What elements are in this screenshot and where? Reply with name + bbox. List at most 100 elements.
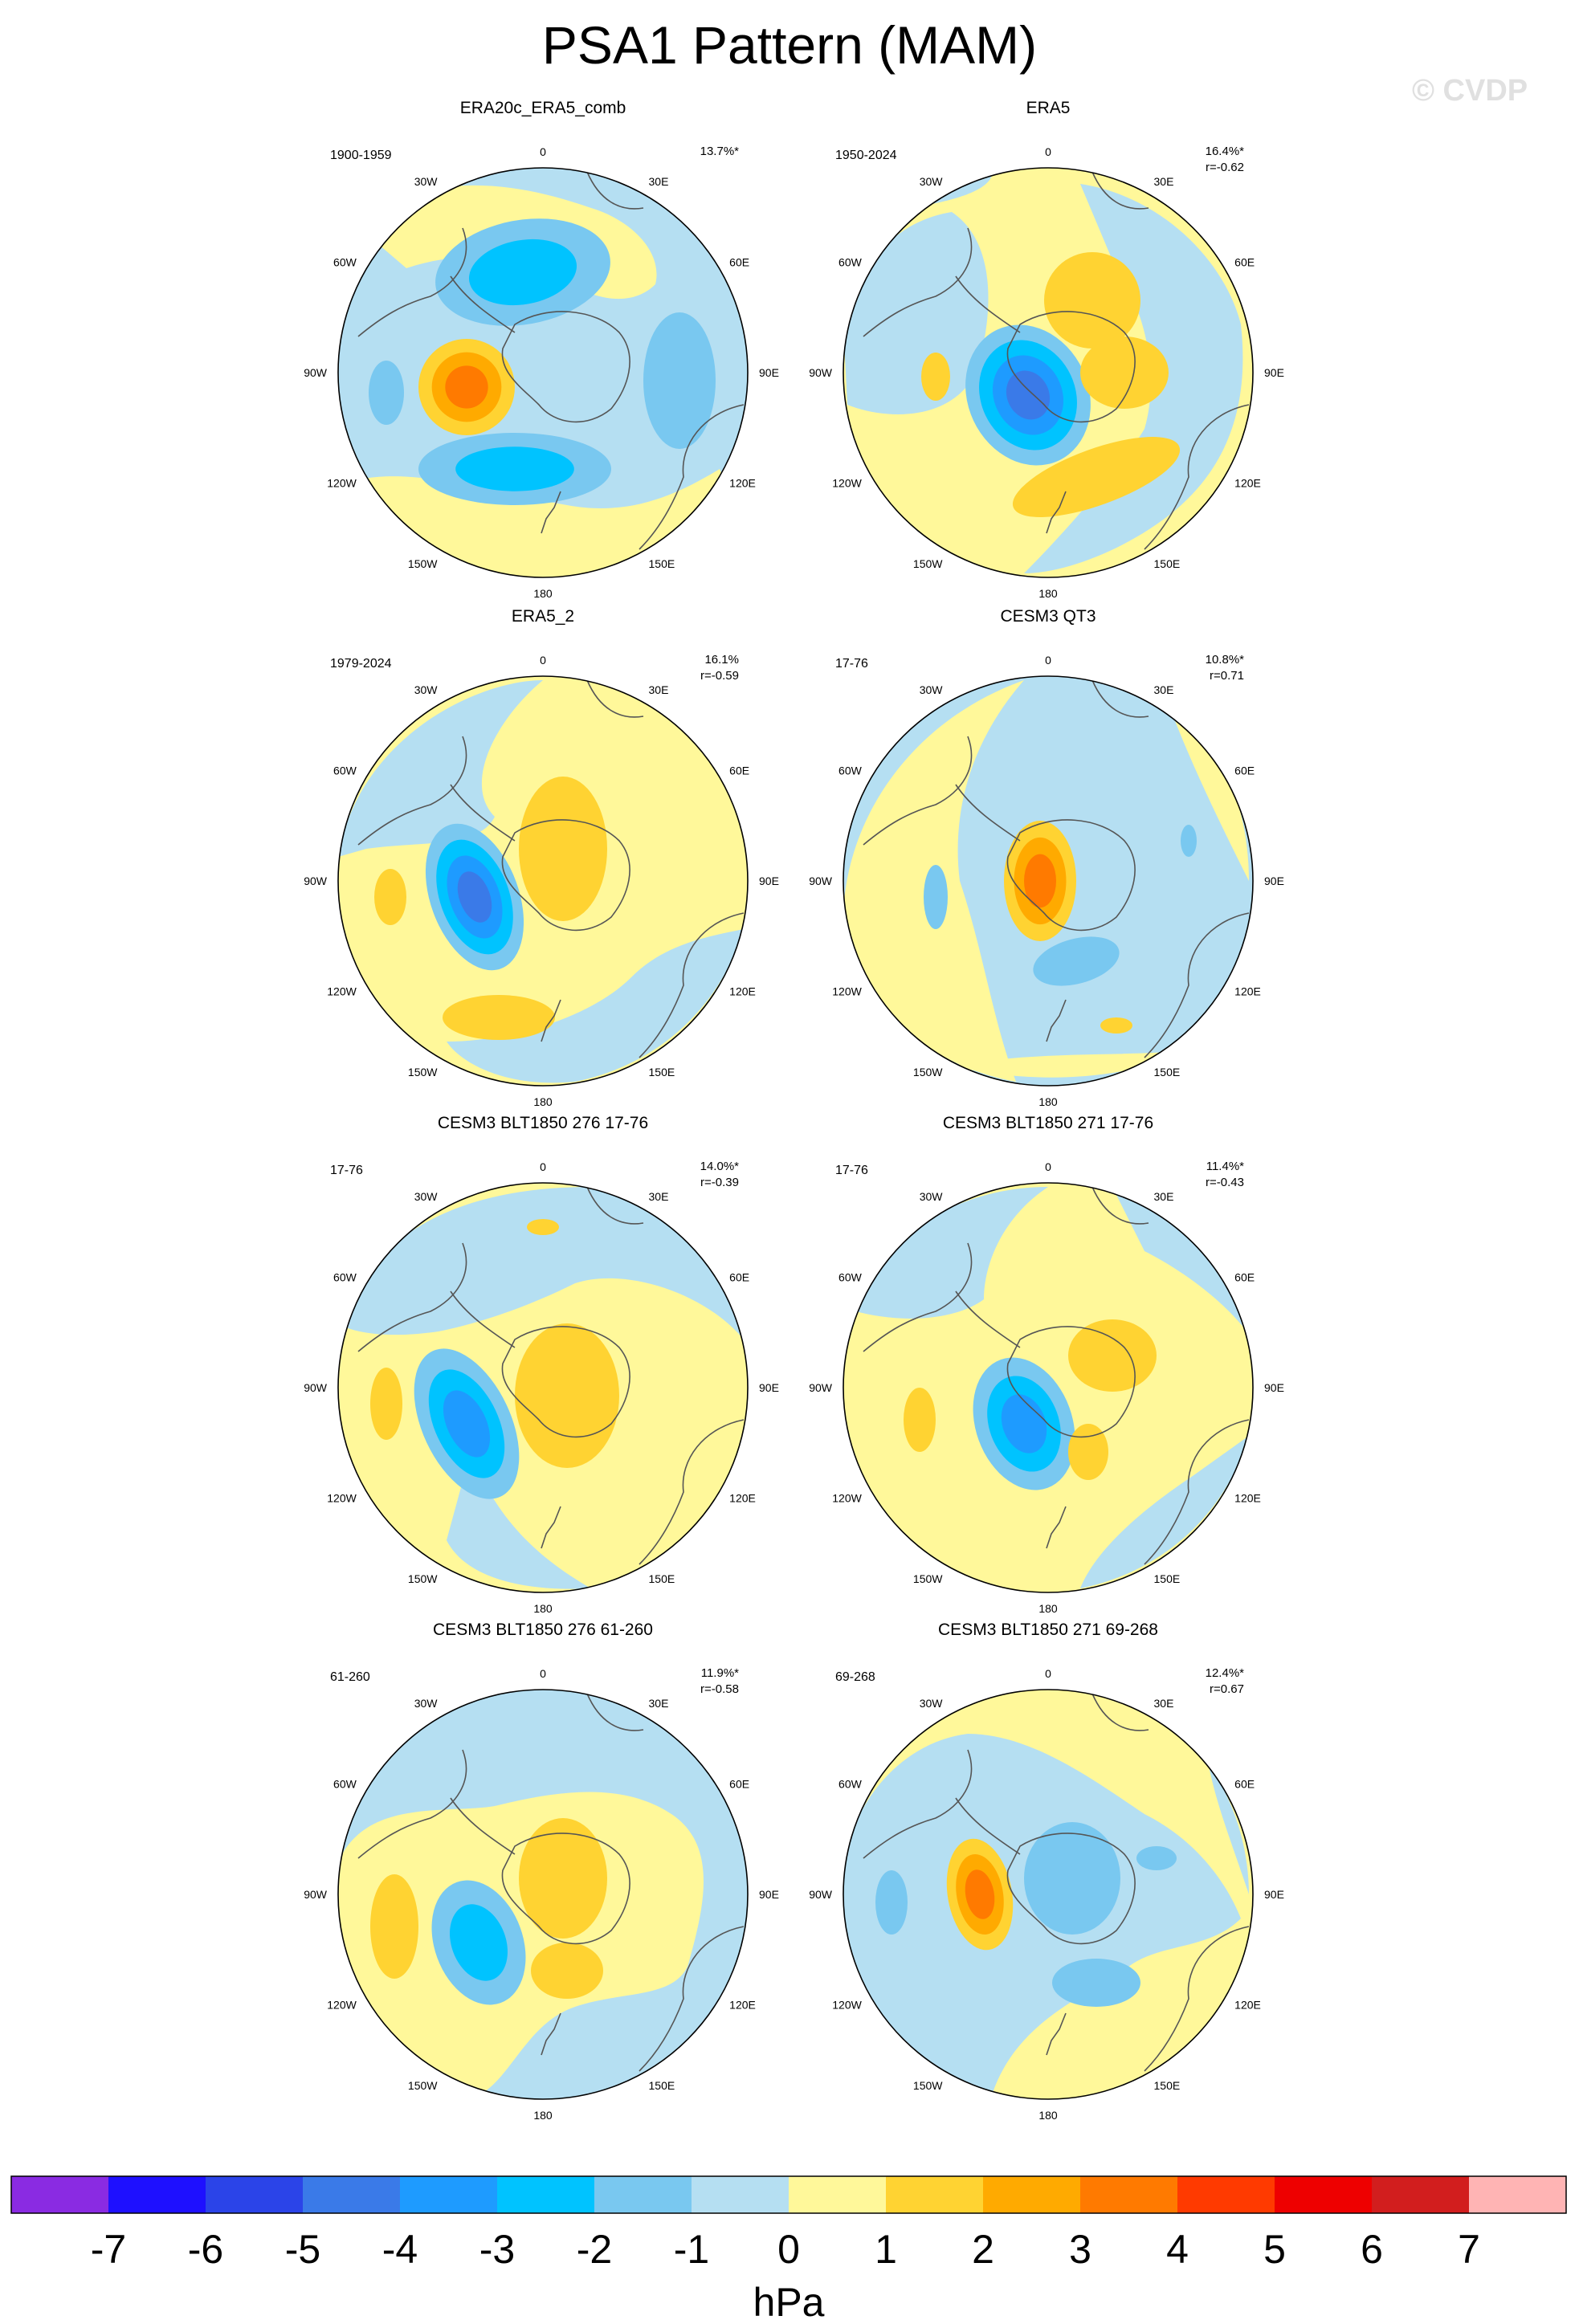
longitude-label: 90W [809, 875, 833, 887]
longitude-label: 120E [729, 477, 756, 490]
longitude-label: 30W [920, 1697, 944, 1710]
anomaly-region [952, 1050, 1193, 1078]
pressure-field [843, 168, 1253, 577]
longitude-label: 120W [327, 1999, 357, 2012]
longitude-label: 150E [1154, 1066, 1181, 1078]
anomaly-contour [1044, 252, 1140, 349]
coastline [357, 227, 467, 337]
coastline [501, 311, 630, 423]
longitude-label: 0 [1045, 1160, 1051, 1173]
colorbar-tick-label: -5 [285, 2227, 320, 2272]
coastline [1091, 1186, 1149, 1225]
panel-title: CESM3 BLT1850 276 61-260 [433, 1621, 653, 1639]
coastline [1006, 311, 1136, 423]
longitude-label: 150W [408, 1066, 438, 1078]
anomaly-contour [519, 1818, 607, 1939]
longitude-label: 180 [1038, 1095, 1058, 1108]
longitude-label: 30W [920, 175, 944, 188]
longitude-label: 150E [1154, 2079, 1181, 2092]
coastline [541, 1506, 561, 1549]
longitude-label: 60W [333, 1778, 357, 1791]
map-border [843, 1182, 1254, 1593]
coastline [586, 1186, 644, 1225]
longitude-label: 150E [649, 557, 675, 570]
coastline [501, 819, 630, 932]
longitude-label: 150E [1154, 557, 1181, 570]
longitude-label: 60W [838, 256, 863, 269]
stat-label: r=-0.59 [700, 669, 739, 683]
longitude-label: 150E [649, 1572, 675, 1585]
anomaly-contour [643, 312, 716, 449]
longitude-label: 30E [1154, 683, 1174, 696]
watermark: © CVDP [1412, 74, 1528, 108]
longitude-label: 30E [1154, 1190, 1174, 1203]
map-panel: 0 30E 60E 90E 120E 150E 180 150W 120W 90W 60W 30W CE… [304, 1114, 779, 1615]
coastline [1006, 1326, 1136, 1438]
anomaly-region [1080, 1436, 1249, 1588]
longitude-label: 60W [838, 1271, 863, 1284]
longitude-label: 0 [1045, 1667, 1051, 1680]
pressure-field [843, 676, 1253, 1086]
colorbar-tick-label: 6 [1361, 2227, 1383, 2272]
coastline [639, 1926, 745, 2072]
pressure-field [338, 676, 748, 1086]
anomaly-contour [1136, 1846, 1177, 1870]
stat-label: 10.8%* [1206, 653, 1245, 667]
stat-label: 11.9%* [701, 1666, 739, 1680]
longitude-label: 90W [809, 1381, 833, 1394]
longitude-label: 60W [838, 1778, 863, 1791]
coastline [357, 736, 467, 846]
colorbar-swatch [1372, 2176, 1469, 2213]
colorbar-swatch [1177, 2176, 1275, 2213]
longitude-label: 120W [832, 985, 862, 998]
anomaly-contour [515, 1323, 619, 1468]
longitude-label: 90E [1264, 1381, 1284, 1394]
pressure-field [338, 1690, 748, 2099]
longitude-label: 60W [838, 764, 863, 777]
anomaly-contour [1006, 370, 1051, 420]
coastline [541, 2012, 561, 2056]
map-border [843, 675, 1254, 1087]
longitude-label: 120W [832, 477, 862, 490]
colorbar-tick-label: -6 [188, 2227, 223, 2272]
coastline [639, 404, 745, 550]
longitude-label: 120W [327, 985, 357, 998]
longitude-label: 120W [327, 477, 357, 490]
panel-title: CESM3 BLT1850 271 69-268 [938, 1621, 1158, 1639]
stat-label: r=-0.43 [1206, 1176, 1244, 1189]
longitude-label: 30E [649, 1697, 669, 1710]
colorbar-swatch [692, 2176, 789, 2213]
coastline [357, 1242, 467, 1352]
longitude-label: 90E [759, 1381, 779, 1394]
coastline [1046, 2012, 1067, 2056]
map-border [337, 1689, 749, 2100]
longitude-label: 120E [1234, 985, 1261, 998]
colorbar-tick-label: -1 [674, 2227, 709, 2272]
colorbar-units: hPa [753, 2280, 825, 2324]
anomaly-region [338, 680, 543, 857]
map-border [337, 167, 749, 578]
colorbar-swatch [1275, 2176, 1372, 2213]
anomaly-contour [1033, 936, 1120, 986]
map-panel: 0 30E 60E 90E 120E 150E 180 150W 120W 90W 60W 30W CE… [809, 1114, 1284, 1615]
longitude-label: 30W [414, 175, 439, 188]
longitude-label: 60W [333, 1271, 357, 1284]
longitude-label: 180 [1038, 2109, 1058, 2122]
anomaly-contour [370, 1368, 402, 1440]
coastline [586, 1693, 644, 1731]
colorbar-swatch [594, 2176, 692, 2213]
coastline [1091, 679, 1149, 718]
longitude-label: 180 [1038, 1602, 1058, 1615]
longitude-label: 90W [304, 1381, 328, 1394]
anomaly-contour [531, 1943, 603, 1999]
map-panel: 0 30E 60E 90E 120E 150E 180 150W 120W 90W 60W 30W ER… [809, 99, 1284, 600]
period-label: 17-76 [835, 657, 868, 671]
map-border [843, 1689, 1254, 2100]
colorbar-swatch [497, 2176, 594, 2213]
longitude-label: 150E [1154, 1572, 1181, 1585]
longitude-label: 60E [1234, 256, 1255, 269]
longitude-label: 180 [533, 2109, 553, 2122]
colorbar-tick-label: -2 [577, 2227, 612, 2272]
period-label: 1950-2024 [835, 149, 897, 162]
